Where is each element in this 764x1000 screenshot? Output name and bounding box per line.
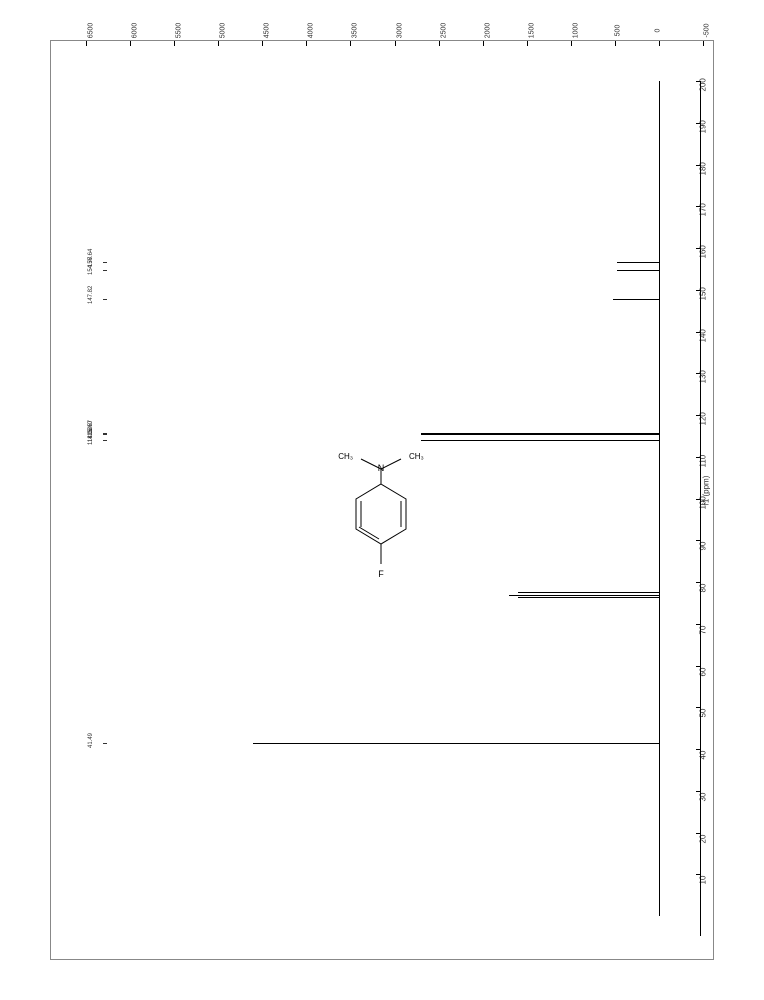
y-tick [174, 41, 175, 46]
y-tick [659, 41, 660, 46]
y-tick-label: 4500 [264, 23, 271, 39]
y-tick-label: -500 [704, 23, 711, 37]
y-tick-label: 5000 [219, 23, 226, 39]
y-tick-label: 2000 [484, 23, 491, 39]
y-tick [262, 41, 263, 46]
y-tick-label: 5500 [175, 23, 182, 39]
svg-text:CH₃: CH₃ [338, 452, 353, 461]
y-tick [218, 41, 219, 46]
y-tick-label: 0 [654, 29, 661, 33]
y-tick [439, 41, 440, 46]
peak [421, 440, 659, 441]
x-axis-title: f1 (ppm) [702, 476, 711, 506]
baseline [659, 81, 660, 916]
peak [253, 743, 658, 744]
svg-text:F: F [378, 569, 384, 579]
peak [518, 597, 659, 598]
y-tick [306, 41, 307, 46]
chart-frame: 1020304050607080901001101201301401501601… [50, 40, 714, 960]
y-tick-label: 6500 [87, 23, 94, 39]
peak-label-tick [103, 433, 107, 434]
peak-label: 147.82 [88, 285, 94, 303]
y-tick [615, 41, 616, 46]
y-tick-label: 6000 [131, 23, 138, 39]
x-axis-line [700, 81, 701, 936]
svg-text:CH₃: CH₃ [409, 452, 424, 461]
peak-label-tick [103, 262, 107, 263]
peak-label-tick [103, 299, 107, 300]
y-tick [86, 41, 87, 46]
y-tick-label: 500 [614, 25, 621, 37]
peak-label: 41.49 [88, 733, 94, 748]
peak [421, 433, 659, 434]
peak [617, 270, 659, 271]
y-tick [527, 41, 528, 46]
molecular-structure: F N CH₃ CH₃ [311, 449, 451, 589]
y-tick-label: 3500 [352, 23, 359, 39]
y-tick [703, 41, 704, 46]
peak [613, 299, 659, 300]
peak [518, 592, 659, 593]
peak-label-tick [103, 270, 107, 271]
peak [617, 262, 659, 263]
peak [509, 595, 659, 596]
y-tick [130, 41, 131, 46]
y-tick-label: 2500 [440, 23, 447, 39]
y-tick-label: 1000 [572, 23, 579, 39]
peak-label-tick [103, 743, 107, 744]
y-tick-label: 3000 [396, 23, 403, 39]
peak-label: 156.64 [88, 249, 94, 267]
peak-label: 115.57 [88, 421, 94, 439]
structure-svg: F N CH₃ CH₃ [311, 449, 451, 589]
y-tick [395, 41, 396, 46]
spectrum-plot: 1020304050607080901001101201301401501601… [51, 41, 713, 959]
y-tick [350, 41, 351, 46]
y-tick-label: 1500 [528, 23, 535, 39]
svg-text:N: N [378, 463, 385, 473]
peak-label-tick [103, 440, 107, 441]
y-tick [483, 41, 484, 46]
y-tick-label: 4000 [308, 23, 315, 39]
y-tick [571, 41, 572, 46]
